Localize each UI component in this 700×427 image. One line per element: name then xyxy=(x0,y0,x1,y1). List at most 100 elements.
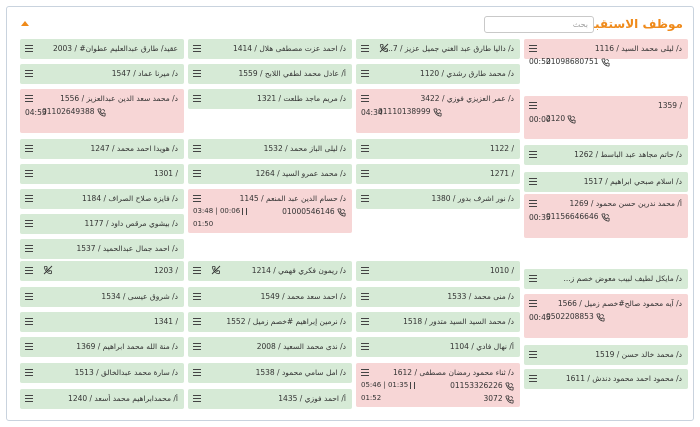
pause-icon[interactable] xyxy=(410,381,416,389)
extension-card[interactable]: د/ محمد عمرو السيد / 1264 xyxy=(188,164,352,184)
extension-card[interactable]: د/ آيه محمود صالح#خصم زميل / 1566 0502208… xyxy=(524,294,688,338)
extension-card[interactable]: د/ منى محمد / 1533 xyxy=(356,287,520,307)
menu-icon[interactable] xyxy=(529,45,537,52)
extension-card[interactable]: د/ ليلى الباز محمد / 1532 xyxy=(188,139,352,159)
extension-card[interactable]: د/ محمد خالد حسن / 1519 xyxy=(524,345,688,365)
pause-icon[interactable] xyxy=(242,207,248,215)
extension-card[interactable]: د/ اسلام صبحي ابراهيم / 1517 xyxy=(524,172,688,192)
extension-card[interactable]: عقيد/ طارق عبدالعليم عطوان# / 2003 xyxy=(20,39,184,59)
menu-icon[interactable] xyxy=(529,375,537,382)
menu-icon[interactable] xyxy=(361,293,369,300)
menu-icon[interactable] xyxy=(361,318,369,325)
menu-icon[interactable] xyxy=(25,395,33,402)
menu-icon[interactable] xyxy=(25,170,33,177)
menu-icon[interactable] xyxy=(25,45,33,52)
extension-card[interactable]: أ/ احمد فوزي / 1435 xyxy=(188,389,352,409)
menu-icon[interactable] xyxy=(361,170,369,177)
menu-icon[interactable] xyxy=(25,318,33,325)
extension-card[interactable]: د/ احمد عزت مصطفى هلال / 1414 xyxy=(188,39,352,59)
extension-card[interactable]: د/ نور اشرف بدور / 1380 xyxy=(356,189,520,209)
extension-card[interactable]: د/ ريمون فكري فهمي / 1214 xyxy=(188,261,352,281)
extension-card[interactable]: أ/ محمد ندرين حسن محمود / 1269 0115664664… xyxy=(524,194,688,238)
extension-card[interactable]: د/ محمد السيد السيد متدور / 1518 xyxy=(356,312,520,332)
menu-icon[interactable] xyxy=(529,275,537,282)
extension-card[interactable]: / 1010 xyxy=(356,261,520,281)
extension-card[interactable]: د/ ثناء محمود رمضان مصطفى / 1612 01153326… xyxy=(356,363,520,407)
extension-card[interactable]: د/ امل سامي محمود / 1538 xyxy=(188,363,352,383)
extension-card[interactable]: د/ محمد سعد الدين عبدالعزيز / 1556 011026… xyxy=(20,89,184,133)
menu-icon[interactable] xyxy=(529,151,537,158)
menu-icon[interactable] xyxy=(361,45,369,52)
menu-icon[interactable] xyxy=(361,145,369,152)
menu-icon[interactable] xyxy=(25,267,33,274)
menu-icon[interactable] xyxy=(193,293,201,300)
extension-card[interactable]: / 1203 xyxy=(20,261,184,281)
menu-icon[interactable] xyxy=(193,395,201,402)
menu-icon[interactable] xyxy=(193,170,201,177)
extension-card[interactable]: / 1271 xyxy=(356,164,520,184)
menu-icon[interactable] xyxy=(529,102,537,109)
extension-card[interactable]: د/ مريم ماجد طلعت / 1321 xyxy=(188,89,352,109)
extension-card[interactable]: د/ محمود احمد محمود دندش / 1611 xyxy=(524,369,688,389)
extension-card[interactable]: د/ ميرنا عماد / 1547 xyxy=(20,64,184,84)
menu-icon[interactable] xyxy=(25,245,33,252)
extension-card[interactable]: د/ داليا طارق عبد الغني جميل عزيز / 7... xyxy=(356,39,520,59)
menu-icon[interactable] xyxy=(529,351,537,358)
menu-icon[interactable] xyxy=(193,369,201,376)
extension-card[interactable]: د/ عمر العزيزي فوزي / 3422 01110138999 04… xyxy=(356,89,520,133)
extension-card[interactable]: د/ شروق عيسى / 1534 xyxy=(20,287,184,307)
extension-card[interactable]: د/ حسام الدين عبد المنعم / 1145 010005461… xyxy=(188,189,352,233)
menu-icon[interactable] xyxy=(25,220,33,227)
menu-icon[interactable] xyxy=(25,369,33,376)
extension-card[interactable]: د/ نرمين إبراهيم #خصم زميل / 1552 xyxy=(188,312,352,332)
menu-icon[interactable] xyxy=(193,45,201,52)
menu-icon[interactable] xyxy=(193,95,201,102)
menu-icon[interactable] xyxy=(25,95,33,102)
extension-card[interactable]: د/ مايكل لطيف لبيب معوض خصم ز... xyxy=(524,269,688,289)
extension-card[interactable]: أ/ نهال فادي / 1104 xyxy=(356,337,520,357)
extension-card[interactable]: أ/ عادل محمد لطفي اللابح / 1559 xyxy=(188,64,352,84)
menu-icon[interactable] xyxy=(361,267,369,274)
search-input[interactable] xyxy=(484,16,594,33)
extension-name: د/ نور اشرف بدور / 1380 xyxy=(431,194,514,203)
extension-card[interactable]: د/ احمد جمال عبدالحميد / 1537 xyxy=(20,239,184,259)
extension-name: د/ امل سامي محمود / 1538 xyxy=(255,368,346,377)
menu-icon[interactable] xyxy=(361,195,369,202)
menu-icon[interactable] xyxy=(25,343,33,350)
extension-card[interactable]: د/ محمد طارق رشدي / 1120 xyxy=(356,64,520,84)
menu-icon[interactable] xyxy=(193,145,201,152)
extension-card[interactable]: د/ هويدا احمد محمد / 1247 xyxy=(20,139,184,159)
extension-name: د/ احمد سعد محمد / 1549 xyxy=(260,292,346,301)
extension-card[interactable]: د/ احمد سعد محمد / 1549 xyxy=(188,287,352,307)
menu-icon[interactable] xyxy=(25,293,33,300)
menu-icon[interactable] xyxy=(361,343,369,350)
extension-card[interactable]: د/ ندى محمد السعيد / 2008 xyxy=(188,337,352,357)
extension-card[interactable]: د/ ليلى محمد السيد / 1116 01098680751 00:… xyxy=(524,39,688,67)
extension-card[interactable]: / 1359 2120 00:00 xyxy=(524,96,688,139)
menu-icon[interactable] xyxy=(529,300,537,307)
menu-icon[interactable] xyxy=(25,195,33,202)
menu-icon[interactable] xyxy=(193,343,201,350)
menu-icon[interactable] xyxy=(193,267,201,274)
extension-card[interactable]: / 1341 xyxy=(20,312,184,332)
extension-card[interactable]: / 1301 xyxy=(20,164,184,184)
extension-card[interactable]: د/ سارة محمد عبدالخالق / 1513 xyxy=(20,363,184,383)
extension-name: د/ احمد عزت مصطفى هلال / 1414 xyxy=(232,44,346,53)
menu-icon[interactable] xyxy=(361,95,369,102)
menu-icon[interactable] xyxy=(361,369,369,376)
menu-icon[interactable] xyxy=(193,70,201,77)
menu-icon[interactable] xyxy=(361,70,369,77)
menu-icon[interactable] xyxy=(529,200,537,207)
menu-icon[interactable] xyxy=(25,70,33,77)
extension-card[interactable]: د/ فايزة صلاح الصراف / 1184 xyxy=(20,189,184,209)
extension-card[interactable]: / 1122 xyxy=(356,139,520,159)
collapse-arrow-icon[interactable] xyxy=(21,21,29,26)
extension-card[interactable]: د/ منة الله محمد ابراهيم / 1369 xyxy=(20,337,184,357)
menu-icon[interactable] xyxy=(193,318,201,325)
menu-icon[interactable] xyxy=(529,178,537,185)
extension-card[interactable]: د/ حاتم مجاهد عبد الباسط / 1262 xyxy=(524,145,688,165)
extension-card[interactable]: د/ بيشوي مرقص داود / 1177 xyxy=(20,214,184,234)
menu-icon[interactable] xyxy=(193,195,201,202)
extension-card[interactable]: أ/ محمدابراهيم محمد أسعد / 1240 xyxy=(20,389,184,409)
menu-icon[interactable] xyxy=(25,145,33,152)
